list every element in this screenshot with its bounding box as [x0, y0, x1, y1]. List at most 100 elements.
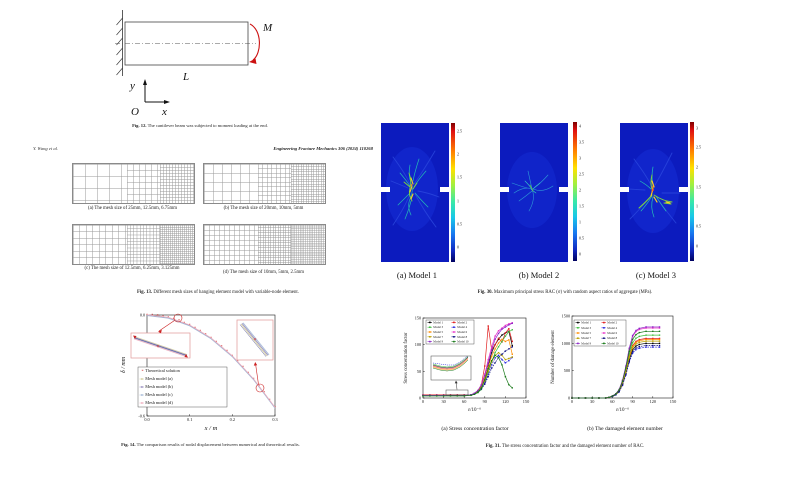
data-marker [638, 347, 641, 349]
mesh-caption-c: (c) The mesh size of 12.5mm, 6.25mm, 3.1… [84, 266, 180, 271]
data-marker [635, 343, 637, 345]
series-line [572, 339, 660, 399]
data-marker [571, 397, 573, 399]
fig31-caption-label: Fig. 31. [485, 444, 501, 449]
series-line [423, 354, 513, 397]
y-tick-label: -0.6 [138, 414, 146, 419]
legend-marker [429, 340, 431, 343]
legend-label: Model 5 [581, 331, 591, 335]
data-marker [480, 384, 483, 386]
data-marker [638, 327, 641, 330]
colorbar-tick-label: 3.5 [579, 139, 584, 145]
legend-label: Model 7 [581, 336, 591, 340]
legend-label: Mesh model (c) [145, 392, 173, 397]
data-marker [511, 356, 513, 358]
colorbar-tick-label: 1 [579, 219, 581, 225]
data-marker [618, 389, 620, 391]
series-line [572, 345, 660, 399]
y-axis-label: y [129, 80, 135, 92]
data-marker [487, 366, 489, 368]
x-tick-label: 90 [483, 399, 487, 404]
fig13-caption-text: Different mesh sizes of hanging element … [153, 290, 299, 295]
fig30-label-model2: (b) Model 2 [518, 270, 560, 280]
data-marker [618, 391, 620, 393]
data-marker [635, 329, 637, 332]
fig31b-ylabel: Number of damage element [551, 330, 556, 384]
data-marker [631, 351, 634, 353]
legend-label: Theoretical solution [145, 368, 180, 373]
data-marker [615, 394, 617, 396]
data-marker [645, 338, 647, 341]
mesh-zone-medium [127, 164, 161, 203]
legend-label: Model 5 [433, 330, 443, 334]
data-marker [645, 334, 647, 336]
colorbar-tick-label: 2 [696, 164, 698, 170]
colorbar-tick-label: 0.5 [457, 221, 462, 227]
data-marker [490, 361, 493, 363]
data-marker [436, 395, 438, 397]
mesh-zone-coarse [204, 164, 259, 203]
data-marker [628, 361, 630, 364]
data-marker [484, 374, 486, 377]
data-marker [638, 339, 641, 342]
data-marker [652, 344, 654, 347]
colorbar-tick-label: 0 [457, 244, 459, 250]
data-marker [487, 370, 489, 373]
legend-marker [453, 340, 455, 343]
legend-box [573, 319, 627, 347]
data-marker [511, 353, 513, 355]
data-marker [652, 330, 654, 333]
y-tick-label: 50 [417, 369, 421, 374]
legend-label: Model 4 [457, 325, 467, 329]
colorbar-tick-label: 0 [696, 243, 698, 249]
fig12-caption-text: The cantilever beam was subjected to mom… [147, 123, 268, 128]
legend-label: Model 8 [607, 336, 617, 340]
data-marker [490, 367, 493, 369]
data-marker [480, 387, 483, 389]
fig30-caption-label: Fig. 30. [477, 290, 493, 295]
data-marker [449, 395, 452, 397]
series-line [572, 346, 660, 399]
data-marker [615, 393, 617, 395]
mesh-zone-medium [258, 225, 292, 264]
legend-label: Model 4 [607, 326, 617, 330]
crack-pattern [627, 152, 681, 224]
colorbar-gradient [690, 122, 694, 261]
legend-marker [603, 342, 605, 345]
data-marker [631, 334, 634, 337]
data-marker [638, 345, 641, 348]
data-marker [508, 383, 510, 386]
data-marker [508, 359, 510, 362]
data-marker [652, 342, 654, 345]
legend-marker [141, 402, 143, 404]
data-marker [508, 339, 510, 341]
data-marker [638, 331, 641, 334]
data-marker [504, 340, 507, 343]
data-marker [504, 358, 507, 361]
x-tick-label: 90 [630, 399, 634, 404]
fig14-caption-label: Fig. 14. [121, 442, 136, 447]
data-marker [501, 334, 503, 336]
data-marker [652, 327, 654, 329]
data-marker [504, 335, 507, 337]
legend-marker [577, 337, 579, 339]
data-marker [484, 383, 486, 385]
data-marker [621, 380, 624, 383]
data-marker [487, 362, 489, 364]
data-marker [490, 359, 493, 362]
fig30-label-model3: (c) Model 3 [635, 270, 677, 280]
mesh-zone-coarse [73, 225, 128, 264]
fig31b-damage-chart: ε/10⁻⁶ Number of damage element 0 30 60 90 1… [551, 314, 676, 414]
x-tick-label: 60 [610, 399, 614, 404]
fig30-caption: Fig. 30. Maximum principal stress RAC (σ… [405, 290, 725, 296]
fig12-caption-label: Fig. 12. [132, 123, 147, 128]
data-marker [484, 377, 486, 379]
colorbar-tick-label: 1 [457, 198, 459, 204]
data-marker [490, 351, 493, 354]
data-marker [473, 393, 476, 395]
data-marker [631, 338, 634, 340]
x-tick-label: 0 [422, 399, 424, 404]
legend-marker [141, 394, 143, 396]
series-line [572, 342, 660, 399]
